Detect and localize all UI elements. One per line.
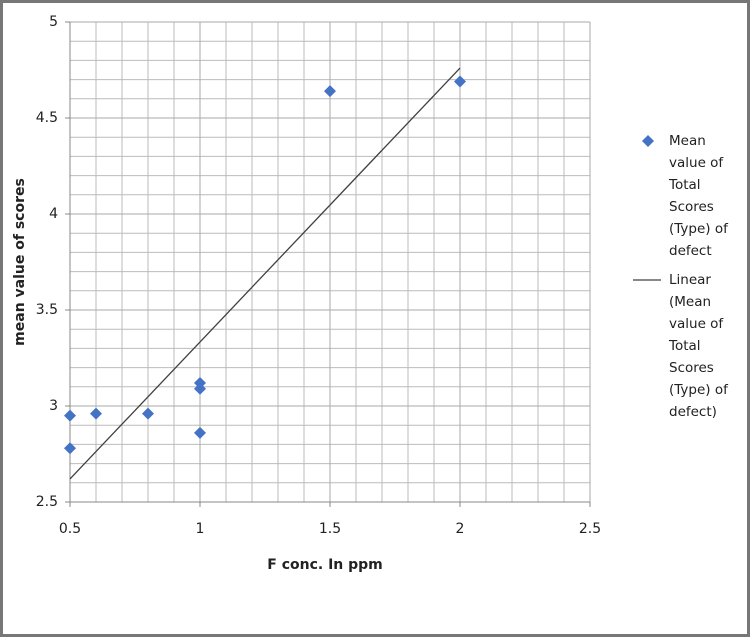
x-axis-title: F conc. In ppm — [267, 557, 383, 573]
legend-label: Linear (Mean value of Total Scores (Type… — [669, 272, 728, 420]
y-axis-title: mean value of scores — [12, 178, 28, 346]
marker — [454, 75, 466, 88]
legend: Mean value of Total Scores (Type) of def… — [633, 130, 728, 430]
y-tick-label: 4.5 — [36, 110, 58, 126]
x-tick-label: 2.5 — [579, 521, 601, 537]
x-tick-label: 1 — [196, 521, 205, 537]
y-tick-label: 3 — [49, 398, 58, 414]
legend-entry: Linear (Mean value of Total Scores (Type… — [633, 269, 728, 423]
trendline — [69, 67, 461, 480]
x-tick-label: 0.5 — [59, 521, 81, 537]
marker — [194, 426, 206, 439]
x-tick-label: 2 — [456, 521, 465, 537]
legend-label: Mean value of Total Scores (Type) of def… — [669, 133, 728, 259]
marker — [324, 85, 336, 98]
marker — [64, 409, 76, 422]
legend-marker — [642, 135, 654, 147]
legend-entry: Mean value of Total Scores (Type) of def… — [642, 130, 728, 262]
marker — [90, 407, 102, 420]
x-tick-label: 1.5 — [319, 521, 341, 537]
y-tick-label: 4 — [49, 206, 58, 222]
legend-swatch — [642, 135, 654, 147]
marker — [64, 442, 76, 455]
marker — [142, 407, 154, 420]
y-tick-label: 3.5 — [36, 302, 58, 318]
legend-swatch — [633, 279, 661, 281]
y-tick-label: 2.5 — [36, 494, 58, 510]
marker — [194, 382, 206, 395]
y-tick-label: 5 — [49, 14, 58, 30]
